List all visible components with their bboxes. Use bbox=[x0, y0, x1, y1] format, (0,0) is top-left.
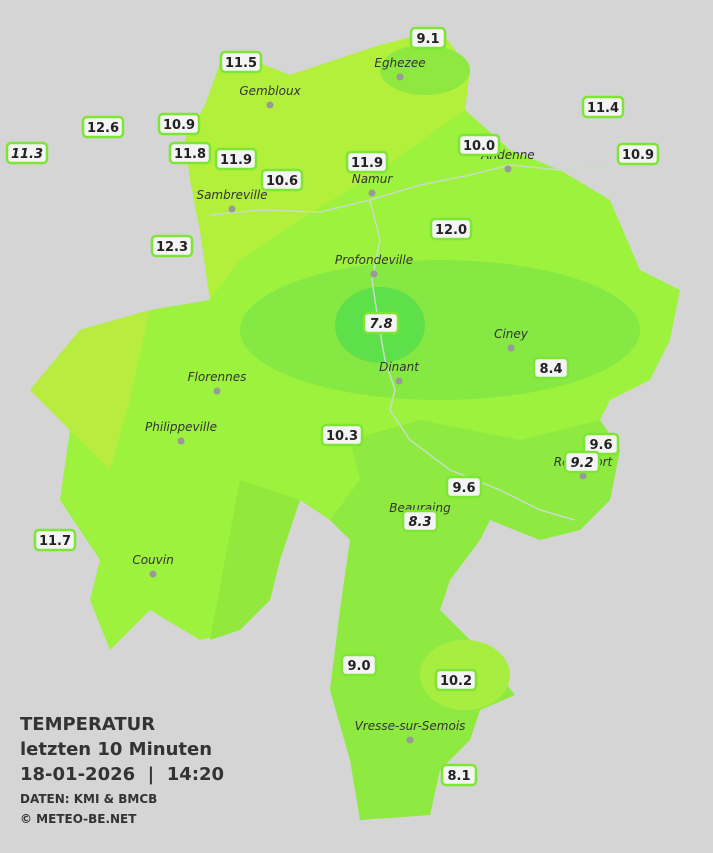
town-label: Dinant bbox=[379, 360, 420, 374]
station-value: 10.0 bbox=[463, 139, 495, 154]
station-value: 10.2 bbox=[440, 674, 472, 689]
station-value: 8.1 bbox=[447, 769, 470, 784]
station-box bbox=[401, 509, 439, 533]
town-dot bbox=[507, 344, 515, 352]
town-label: Florennes bbox=[188, 370, 247, 384]
station-value: 8.4 bbox=[539, 362, 562, 377]
station-value: 11.4 bbox=[587, 101, 619, 116]
river bbox=[209, 164, 611, 216]
town-label: Vresse-sur-Semois bbox=[355, 719, 466, 733]
zone-west bbox=[30, 310, 150, 470]
town-dot bbox=[266, 101, 274, 109]
station-box bbox=[457, 133, 501, 157]
legend-datetime: 18-01-2026 | 14:20 bbox=[20, 764, 224, 785]
station-box bbox=[581, 95, 625, 119]
station-value: 11.9 bbox=[351, 156, 383, 171]
legend-title: TEMPERATUR bbox=[20, 714, 155, 735]
station-box bbox=[157, 112, 201, 136]
station-box bbox=[582, 432, 620, 456]
station-value: 11.7 bbox=[39, 534, 71, 549]
town-label: Namur bbox=[352, 172, 394, 186]
station-value: 9.1 bbox=[416, 32, 439, 47]
station-box bbox=[532, 356, 570, 380]
station-value: 10.3 bbox=[326, 429, 358, 444]
station-box bbox=[5, 141, 49, 165]
town-dot bbox=[395, 377, 403, 385]
station-box bbox=[340, 653, 378, 677]
zone-cool bbox=[240, 260, 640, 400]
town-label: Eghezee bbox=[374, 56, 425, 70]
town-label: Couvin bbox=[132, 553, 173, 567]
town-dot bbox=[368, 189, 376, 197]
town-dot bbox=[370, 270, 378, 278]
station-value: 10.9 bbox=[622, 148, 654, 163]
station-box bbox=[409, 26, 447, 50]
station-box bbox=[81, 115, 125, 139]
station-box bbox=[320, 423, 364, 447]
legend-copyright: © METEO-BE.NET bbox=[20, 812, 137, 826]
station-box bbox=[219, 50, 263, 74]
town-dot bbox=[579, 472, 587, 480]
station-box bbox=[362, 311, 400, 335]
station-value: 8.3 bbox=[408, 515, 431, 530]
station-box bbox=[33, 528, 77, 552]
town-dot bbox=[396, 73, 404, 81]
station-value: 12.3 bbox=[156, 240, 188, 255]
station-box bbox=[168, 141, 212, 165]
station-value: 9.6 bbox=[589, 438, 612, 453]
station-box bbox=[150, 234, 194, 258]
station-value: 11.5 bbox=[225, 56, 257, 71]
zone-warm bbox=[185, 30, 470, 300]
town-dot bbox=[406, 736, 414, 744]
station-box bbox=[440, 763, 478, 787]
town-label: Profondeville bbox=[335, 253, 413, 267]
station-box bbox=[616, 142, 660, 166]
town-dot bbox=[228, 205, 236, 213]
zone-southwest bbox=[210, 480, 300, 640]
town-dot bbox=[504, 165, 512, 173]
station-box bbox=[260, 168, 304, 192]
station-value: 12.0 bbox=[435, 223, 467, 238]
station-value: 9.6 bbox=[452, 481, 475, 496]
station-box bbox=[345, 150, 389, 174]
station-value: 9.0 bbox=[347, 659, 370, 674]
station-value: 11.9 bbox=[220, 153, 252, 168]
station-value: 9.2 bbox=[570, 456, 593, 471]
town-label: Gembloux bbox=[239, 84, 301, 98]
legend-subtitle: letzten 10 Minuten bbox=[20, 739, 212, 760]
town-dot bbox=[149, 570, 157, 578]
station-box bbox=[214, 147, 258, 171]
station-value: 10.6 bbox=[266, 174, 298, 189]
station-box bbox=[563, 450, 601, 474]
station-box bbox=[445, 475, 483, 499]
station-box bbox=[429, 217, 473, 241]
station-value: 10.9 bbox=[163, 118, 195, 133]
station-value: 11.8 bbox=[174, 147, 206, 162]
station-value: 11.3 bbox=[11, 147, 43, 162]
town-dot bbox=[213, 387, 221, 395]
legend-source: DATEN: KMI & BMCB bbox=[20, 792, 157, 806]
town-dot bbox=[177, 437, 185, 445]
station-value: 7.8 bbox=[369, 317, 392, 332]
zone-east-north bbox=[380, 45, 470, 95]
station-box bbox=[434, 668, 478, 692]
town-label: Ciney bbox=[494, 327, 529, 341]
town-label: Sambreville bbox=[196, 188, 267, 202]
town-label: Philippeville bbox=[145, 420, 217, 434]
station-value: 12.6 bbox=[87, 121, 119, 136]
